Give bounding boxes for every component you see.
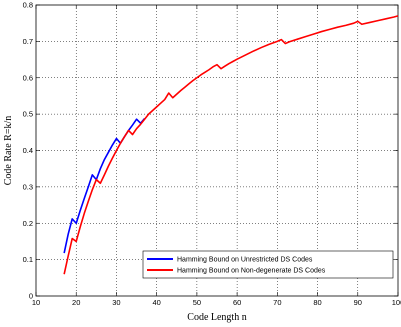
- x-tick-label: 100: [392, 298, 401, 307]
- legend-entry-unrestricted: Hamming Bound on Unrestricted DS Codes: [177, 257, 313, 264]
- series-line-non-degenerate: [63, 15, 399, 275]
- legend-entry-non-degenerate: Hamming Bound on Non-degenerate DS Codes: [177, 268, 326, 275]
- x-tick-label: 30: [112, 298, 120, 307]
- y-tick-label: 0.6: [23, 73, 33, 82]
- x-tick-label: 10: [32, 298, 40, 307]
- y-tick-label: 0.8: [23, 1, 33, 10]
- axis-ticks: 10 20 30 40 50 60 70 80 90 100 0 0.1 0.2 0.3 0.4 0.5 0.6…: [23, 1, 401, 308]
- y-tick-label: 0.5: [23, 110, 33, 119]
- x-tick-label: 50: [193, 298, 201, 307]
- series-lines: [63, 15, 399, 275]
- y-tick-label: 0.4: [23, 146, 33, 155]
- y-tick-label: 0.1: [23, 255, 33, 264]
- series-line-unrestricted: [63, 117, 146, 254]
- legend: Hamming Bound on Unrestricted DS Codes H…: [142, 250, 394, 279]
- y-tick-label: 0: [29, 292, 33, 301]
- y-axis-label: Code Rate R=k/n: [3, 116, 14, 186]
- y-tick-label: 0.3: [23, 182, 33, 191]
- y-tick-label: 0.7: [23, 37, 33, 46]
- x-tick-label: 80: [313, 298, 321, 307]
- x-tick-label: 60: [233, 298, 241, 307]
- x-tick-label: 90: [354, 298, 362, 307]
- legend-box: [142, 250, 394, 279]
- y-tick-label: 0.2: [23, 219, 33, 228]
- x-axis-label: Code Length n: [187, 312, 246, 323]
- x-tick-label: 40: [152, 298, 160, 307]
- x-tick-label: 70: [273, 298, 281, 307]
- x-tick-label: 20: [72, 298, 80, 307]
